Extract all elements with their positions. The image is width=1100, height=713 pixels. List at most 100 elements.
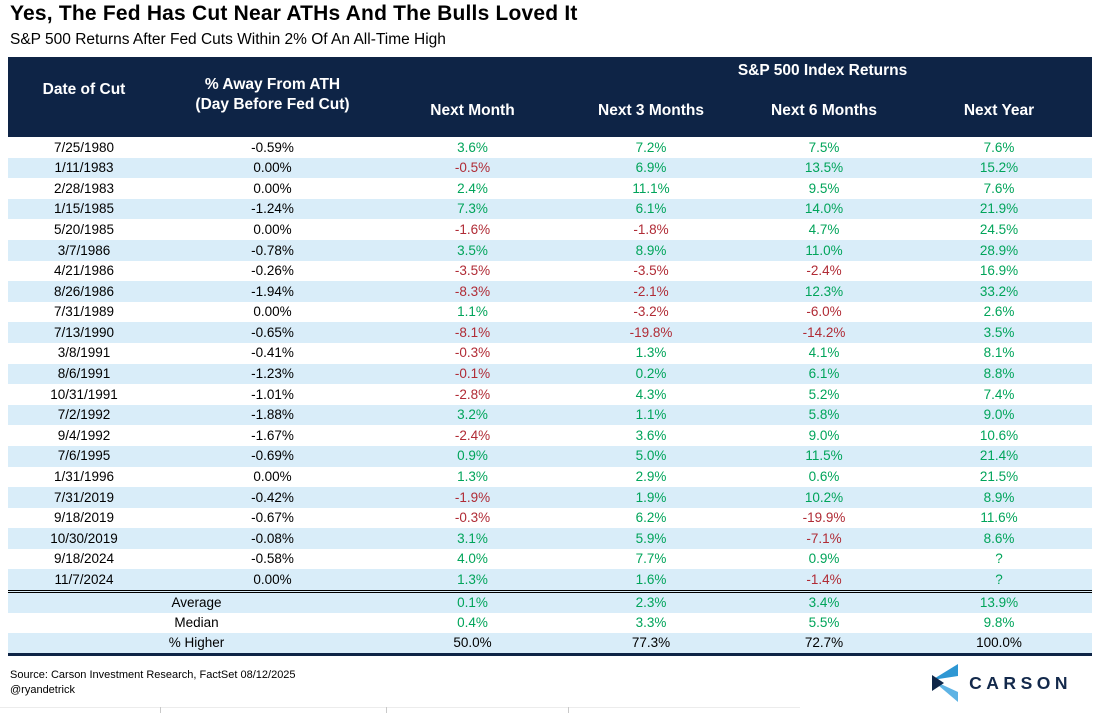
return-cell: 11.5%: [742, 445, 906, 467]
date-cell: 1/31/1996: [8, 466, 160, 488]
return-cell: 4.3%: [560, 384, 742, 405]
return-cell: -14.2%: [742, 322, 906, 343]
table-row: 4/21/1986 -0.26% -3.5% -3.5% -2.4% 16.9%: [8, 260, 1093, 282]
return-cell: 9.0%: [742, 425, 906, 446]
return-cell: 33.2%: [906, 281, 1093, 302]
return-cell: 10.2%: [742, 487, 906, 508]
return-cell: 3.5%: [385, 239, 560, 261]
return-cell: 13.5%: [742, 157, 906, 179]
return-cell: 10.6%: [906, 425, 1093, 446]
return-cell: -1.9%: [385, 487, 560, 508]
date-cell: 8/26/1986: [8, 281, 160, 302]
return-cell: 9.5%: [742, 178, 906, 199]
column-header-next-3-months: Next 3 Months: [560, 85, 742, 137]
carson-wordmark: CARSON: [969, 672, 1072, 693]
summary-label-cell: Average: [8, 590, 385, 614]
summary-row: Average 0.1% 2.3% 3.4% 13.9%: [8, 590, 1093, 614]
return-cell: 11.1%: [560, 178, 742, 199]
return-cell: 7.4%: [906, 384, 1093, 405]
source-block: Source: Carson Investment Research, Fact…: [10, 668, 296, 698]
return-cell: -7.1%: [742, 528, 906, 549]
return-cell: 3.5%: [906, 322, 1093, 343]
date-cell: 7/31/2019: [8, 487, 160, 508]
return-cell: -2.1%: [560, 281, 742, 302]
table-row: 3/7/1986 -0.78% 3.5% 8.9% 11.0% 28.9%: [8, 239, 1093, 261]
return-cell: 3.6%: [385, 137, 560, 158]
return-cell: 21.4%: [906, 445, 1093, 467]
return-cell: 15.2%: [906, 157, 1093, 179]
return-cell: -2.4%: [385, 425, 560, 446]
return-cell: 1.3%: [385, 569, 560, 592]
summary-value-cell: 5.5%: [742, 613, 906, 634]
return-cell: -1.6%: [385, 219, 560, 240]
return-cell: 4.1%: [742, 342, 906, 364]
return-cell: 2.9%: [560, 466, 742, 488]
date-cell: 9/4/1992: [8, 425, 160, 446]
return-cell: 28.9%: [906, 239, 1093, 261]
page-subtitle: S&P 500 Returns After Fed Cuts Within 2%…: [10, 31, 446, 48]
carson-chevron-icon: [932, 664, 959, 702]
return-cell: 6.1%: [560, 198, 742, 220]
pct-away-cell: -0.78%: [160, 239, 385, 261]
table-row: 7/13/1990 -0.65% -8.1% -19.8% -14.2% 3.5%: [8, 322, 1093, 343]
return-cell: 7.7%: [560, 548, 742, 570]
return-cell: 8.1%: [906, 342, 1093, 364]
summary-value-cell: 50.0%: [385, 633, 560, 657]
return-cell: -8.3%: [385, 281, 560, 302]
return-cell: -1.8%: [560, 219, 742, 240]
table-row: 7/31/2019 -0.42% -1.9% 1.9% 10.2% 8.9%: [8, 487, 1093, 508]
table-row: 10/31/1991 -1.01% -2.8% 4.3% 5.2% 7.4%: [8, 384, 1093, 405]
date-cell: 1/15/1985: [8, 198, 160, 220]
return-cell: 0.9%: [742, 548, 906, 570]
return-cell: 0.9%: [385, 445, 560, 467]
pct-away-cell: 0.00%: [160, 466, 385, 488]
summary-row: Median 0.4% 3.3% 5.5% 9.8%: [8, 613, 1093, 634]
table-row: 1/15/1985 -1.24% 7.3% 6.1% 14.0% 21.9%: [8, 198, 1093, 220]
return-cell: 1.1%: [560, 404, 742, 426]
summary-value-cell: 72.7%: [742, 633, 906, 657]
pct-away-cell: -0.41%: [160, 342, 385, 364]
pct-away-cell: 0.00%: [160, 219, 385, 240]
return-cell: -2.8%: [385, 384, 560, 405]
return-cell: 0.2%: [560, 363, 742, 385]
pct-away-cell: 0.00%: [160, 178, 385, 199]
table-row: 11/7/2024 0.00% 1.3% 1.6% -1.4%?: [8, 569, 1093, 592]
table-row: 1/11/1983 0.00% -0.5% 6.9% 13.5% 15.2%: [8, 157, 1093, 179]
table-row: 3/8/1991 -0.41% -0.3% 1.3% 4.1% 8.1%: [8, 342, 1093, 364]
return-cell: 1.1%: [385, 301, 560, 323]
return-cell: 6.1%: [742, 363, 906, 385]
return-cell: ?: [906, 569, 1093, 592]
summary-value-cell: 0.4%: [385, 613, 560, 634]
gridline-tick: [160, 707, 161, 713]
summary-label-cell: % Higher: [8, 633, 385, 657]
date-cell: 9/18/2019: [8, 507, 160, 529]
pct-away-cell: -1.67%: [160, 425, 385, 446]
return-cell: 3.1%: [385, 528, 560, 549]
pct-away-cell: -1.01%: [160, 384, 385, 405]
date-cell: 3/8/1991: [8, 342, 160, 364]
return-cell: 5.9%: [560, 528, 742, 549]
return-cell: -3.2%: [560, 301, 742, 323]
pct-away-cell: -1.94%: [160, 281, 385, 302]
pct-away-cell: 0.00%: [160, 157, 385, 179]
return-cell: -0.1%: [385, 363, 560, 385]
table-row: 7/31/1989 0.00% 1.1% -3.2% -6.0% 2.6%: [8, 301, 1093, 323]
date-cell: 4/21/1986: [8, 260, 160, 282]
return-cell: 1.3%: [560, 342, 742, 364]
return-cell: 21.5%: [906, 466, 1093, 488]
table-row: 7/2/1992 -1.88% 3.2% 1.1% 5.8% 9.0%: [8, 404, 1093, 426]
table-row: 2/28/1983 0.00% 2.4% 11.1% 9.5% 7.6%: [8, 178, 1093, 199]
table-header: Date of Cut % Away From ATH (Day Before …: [8, 57, 1093, 137]
return-cell: 7.6%: [906, 137, 1093, 158]
table-row: 10/30/2019 -0.08% 3.1% 5.9% -7.1% 8.6%: [8, 528, 1093, 549]
summary-value-cell: 13.9%: [906, 590, 1093, 614]
return-cell: 8.9%: [560, 239, 742, 261]
summary-value-cell: 3.3%: [560, 613, 742, 634]
table-summary: Average 0.1% 2.3% 3.4% 13.9% Median 0.4% 3.3% 5.…: [8, 590, 1093, 657]
column-header-next-month: Next Month: [385, 85, 560, 137]
author-handle: @ryandetrick: [10, 684, 75, 696]
pct-away-cell: -0.59%: [160, 137, 385, 158]
sheet-edge: [0, 706, 1100, 713]
return-cell: ?: [906, 548, 1093, 570]
table-row: 8/6/1991 -1.23% -0.1% 0.2% 6.1% 8.8%: [8, 363, 1093, 385]
